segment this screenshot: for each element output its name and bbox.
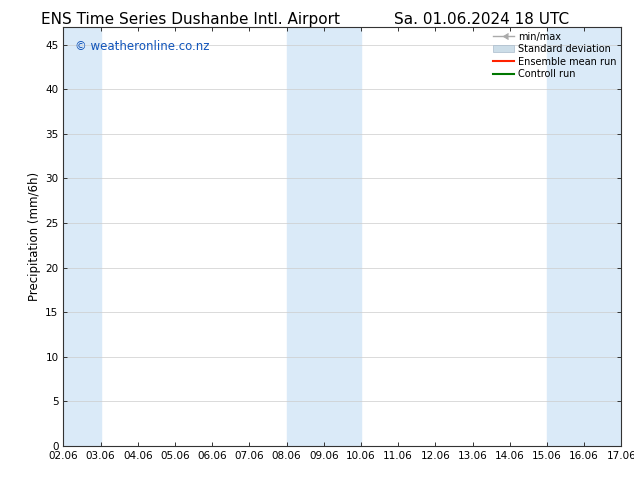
Text: Sa. 01.06.2024 18 UTC: Sa. 01.06.2024 18 UTC [394,12,569,27]
Bar [63,27,101,446]
Text: ENS Time Series Dushanbe Intl. Airport: ENS Time Series Dushanbe Intl. Airport [41,12,340,27]
Bar [547,27,621,446]
Text: © weatheronline.co.nz: © weatheronline.co.nz [75,40,209,52]
Y-axis label: Precipitation (mm/6h): Precipitation (mm/6h) [28,172,41,301]
Bar [287,27,361,446]
Legend: min/max, Standard deviation, Ensemble mean run, Controll run: min/max, Standard deviation, Ensemble me… [491,30,618,81]
